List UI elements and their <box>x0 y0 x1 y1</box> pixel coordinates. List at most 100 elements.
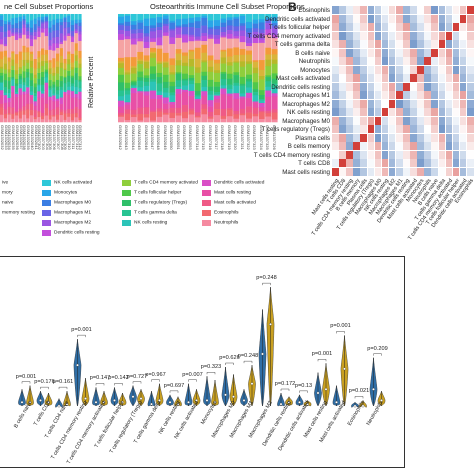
stack-segment <box>118 115 124 118</box>
stack-segment <box>63 68 67 71</box>
stack-segment <box>55 90 60 95</box>
heatmap-cell <box>360 142 368 151</box>
stack-segment <box>52 109 56 116</box>
stack-segment <box>239 113 246 116</box>
stack-segment <box>26 62 30 70</box>
stack-segment <box>33 24 37 31</box>
stack-segment <box>70 97 75 110</box>
stack-segment <box>220 94 227 110</box>
stack-segment <box>124 25 131 32</box>
stack-segment <box>258 107 265 112</box>
heatmap-row-label: Mast cells resting <box>282 168 330 176</box>
stack-segment <box>246 118 252 123</box>
stack-segment <box>220 32 227 36</box>
stack-segment <box>233 62 240 73</box>
violin-median <box>287 400 291 404</box>
stack-segment <box>3 36 8 45</box>
stack-segment <box>29 46 34 52</box>
stack-segment <box>258 90 265 96</box>
stack-segment <box>194 100 201 113</box>
pvalue-bracket <box>151 379 160 382</box>
stack-segment <box>143 77 150 83</box>
stack-segment <box>226 38 233 49</box>
heatmap-cell <box>360 167 368 176</box>
stack-segment <box>207 111 214 117</box>
heatmap-cell <box>417 82 424 91</box>
heatmap-cell <box>445 14 453 23</box>
stack-segment <box>26 27 30 32</box>
violin-median <box>57 404 61 408</box>
stack-segment <box>150 98 156 111</box>
stack-segment <box>0 103 4 108</box>
heatmap-cell <box>459 6 467 15</box>
stack-segment <box>18 108 22 112</box>
heatmap-cell <box>395 167 403 176</box>
stack-segment <box>26 93 30 105</box>
heatmap-cell <box>452 6 460 15</box>
stack-segment <box>22 94 26 107</box>
heatmap-cell <box>445 133 453 142</box>
heatmap-cell <box>466 159 474 168</box>
stack-segment <box>207 66 214 73</box>
stack-segment <box>18 75 22 80</box>
heatmap-cell <box>367 125 375 134</box>
stack-segment <box>0 95 4 105</box>
legend-label: Eosinophils <box>214 210 239 216</box>
violin-median <box>195 399 198 402</box>
stack-segment <box>3 95 8 104</box>
stack-segment <box>188 36 195 42</box>
stack-segment <box>0 90 4 96</box>
legend-label: mory <box>2 190 13 196</box>
stack-segment <box>265 116 272 123</box>
stack-segment <box>7 72 11 78</box>
stack-segment <box>59 14 63 20</box>
stack-segment <box>162 109 169 114</box>
stack-segment <box>41 90 45 94</box>
stack-segment <box>175 60 182 66</box>
stack-segment <box>201 32 208 37</box>
stack-segment <box>14 93 19 98</box>
heatmap-cell <box>424 57 431 66</box>
stack-segment <box>239 25 246 31</box>
legend-label: memory resting <box>2 210 36 216</box>
heatmap-cell <box>438 142 446 151</box>
stack-segment <box>182 73 188 80</box>
stack-segment <box>44 17 49 22</box>
heatmap-cell <box>410 82 417 91</box>
stack-segment <box>11 80 15 87</box>
stack-segment <box>182 80 188 86</box>
stack-segment <box>59 76 63 82</box>
stack-segment <box>252 101 259 103</box>
stack-segment <box>194 28 201 37</box>
heatmap-cell <box>346 116 353 125</box>
stack-segment <box>194 98 201 101</box>
stack-segment <box>26 24 30 28</box>
correlation-heatmap <box>332 6 474 176</box>
stack-segment <box>70 91 75 99</box>
stack-segment <box>26 109 30 119</box>
stack-segment <box>220 26 227 33</box>
stack-segment <box>3 109 8 115</box>
stack-segment <box>118 34 124 41</box>
stack-segment <box>233 18 240 27</box>
stack-segment <box>55 107 60 115</box>
stack-segment <box>188 110 195 115</box>
stack-segment <box>14 54 19 64</box>
heatmap-cell <box>339 133 346 142</box>
heatmap-cell <box>381 6 389 15</box>
heatmap-cell <box>367 91 375 100</box>
stack-segment <box>74 14 78 20</box>
stack-segment <box>188 51 195 60</box>
stack-segment <box>63 90 67 93</box>
stack-segment <box>124 109 131 114</box>
stack-segment <box>124 82 131 89</box>
stack-segment <box>175 26 182 29</box>
stack-segment <box>233 31 240 37</box>
stack-segment <box>3 44 8 47</box>
stack-segment <box>143 47 150 56</box>
stack-segment <box>169 101 176 105</box>
violin-median <box>65 402 69 406</box>
violin-median <box>131 395 135 399</box>
pvalue-bracket <box>225 362 234 365</box>
stack-segment <box>214 115 220 123</box>
